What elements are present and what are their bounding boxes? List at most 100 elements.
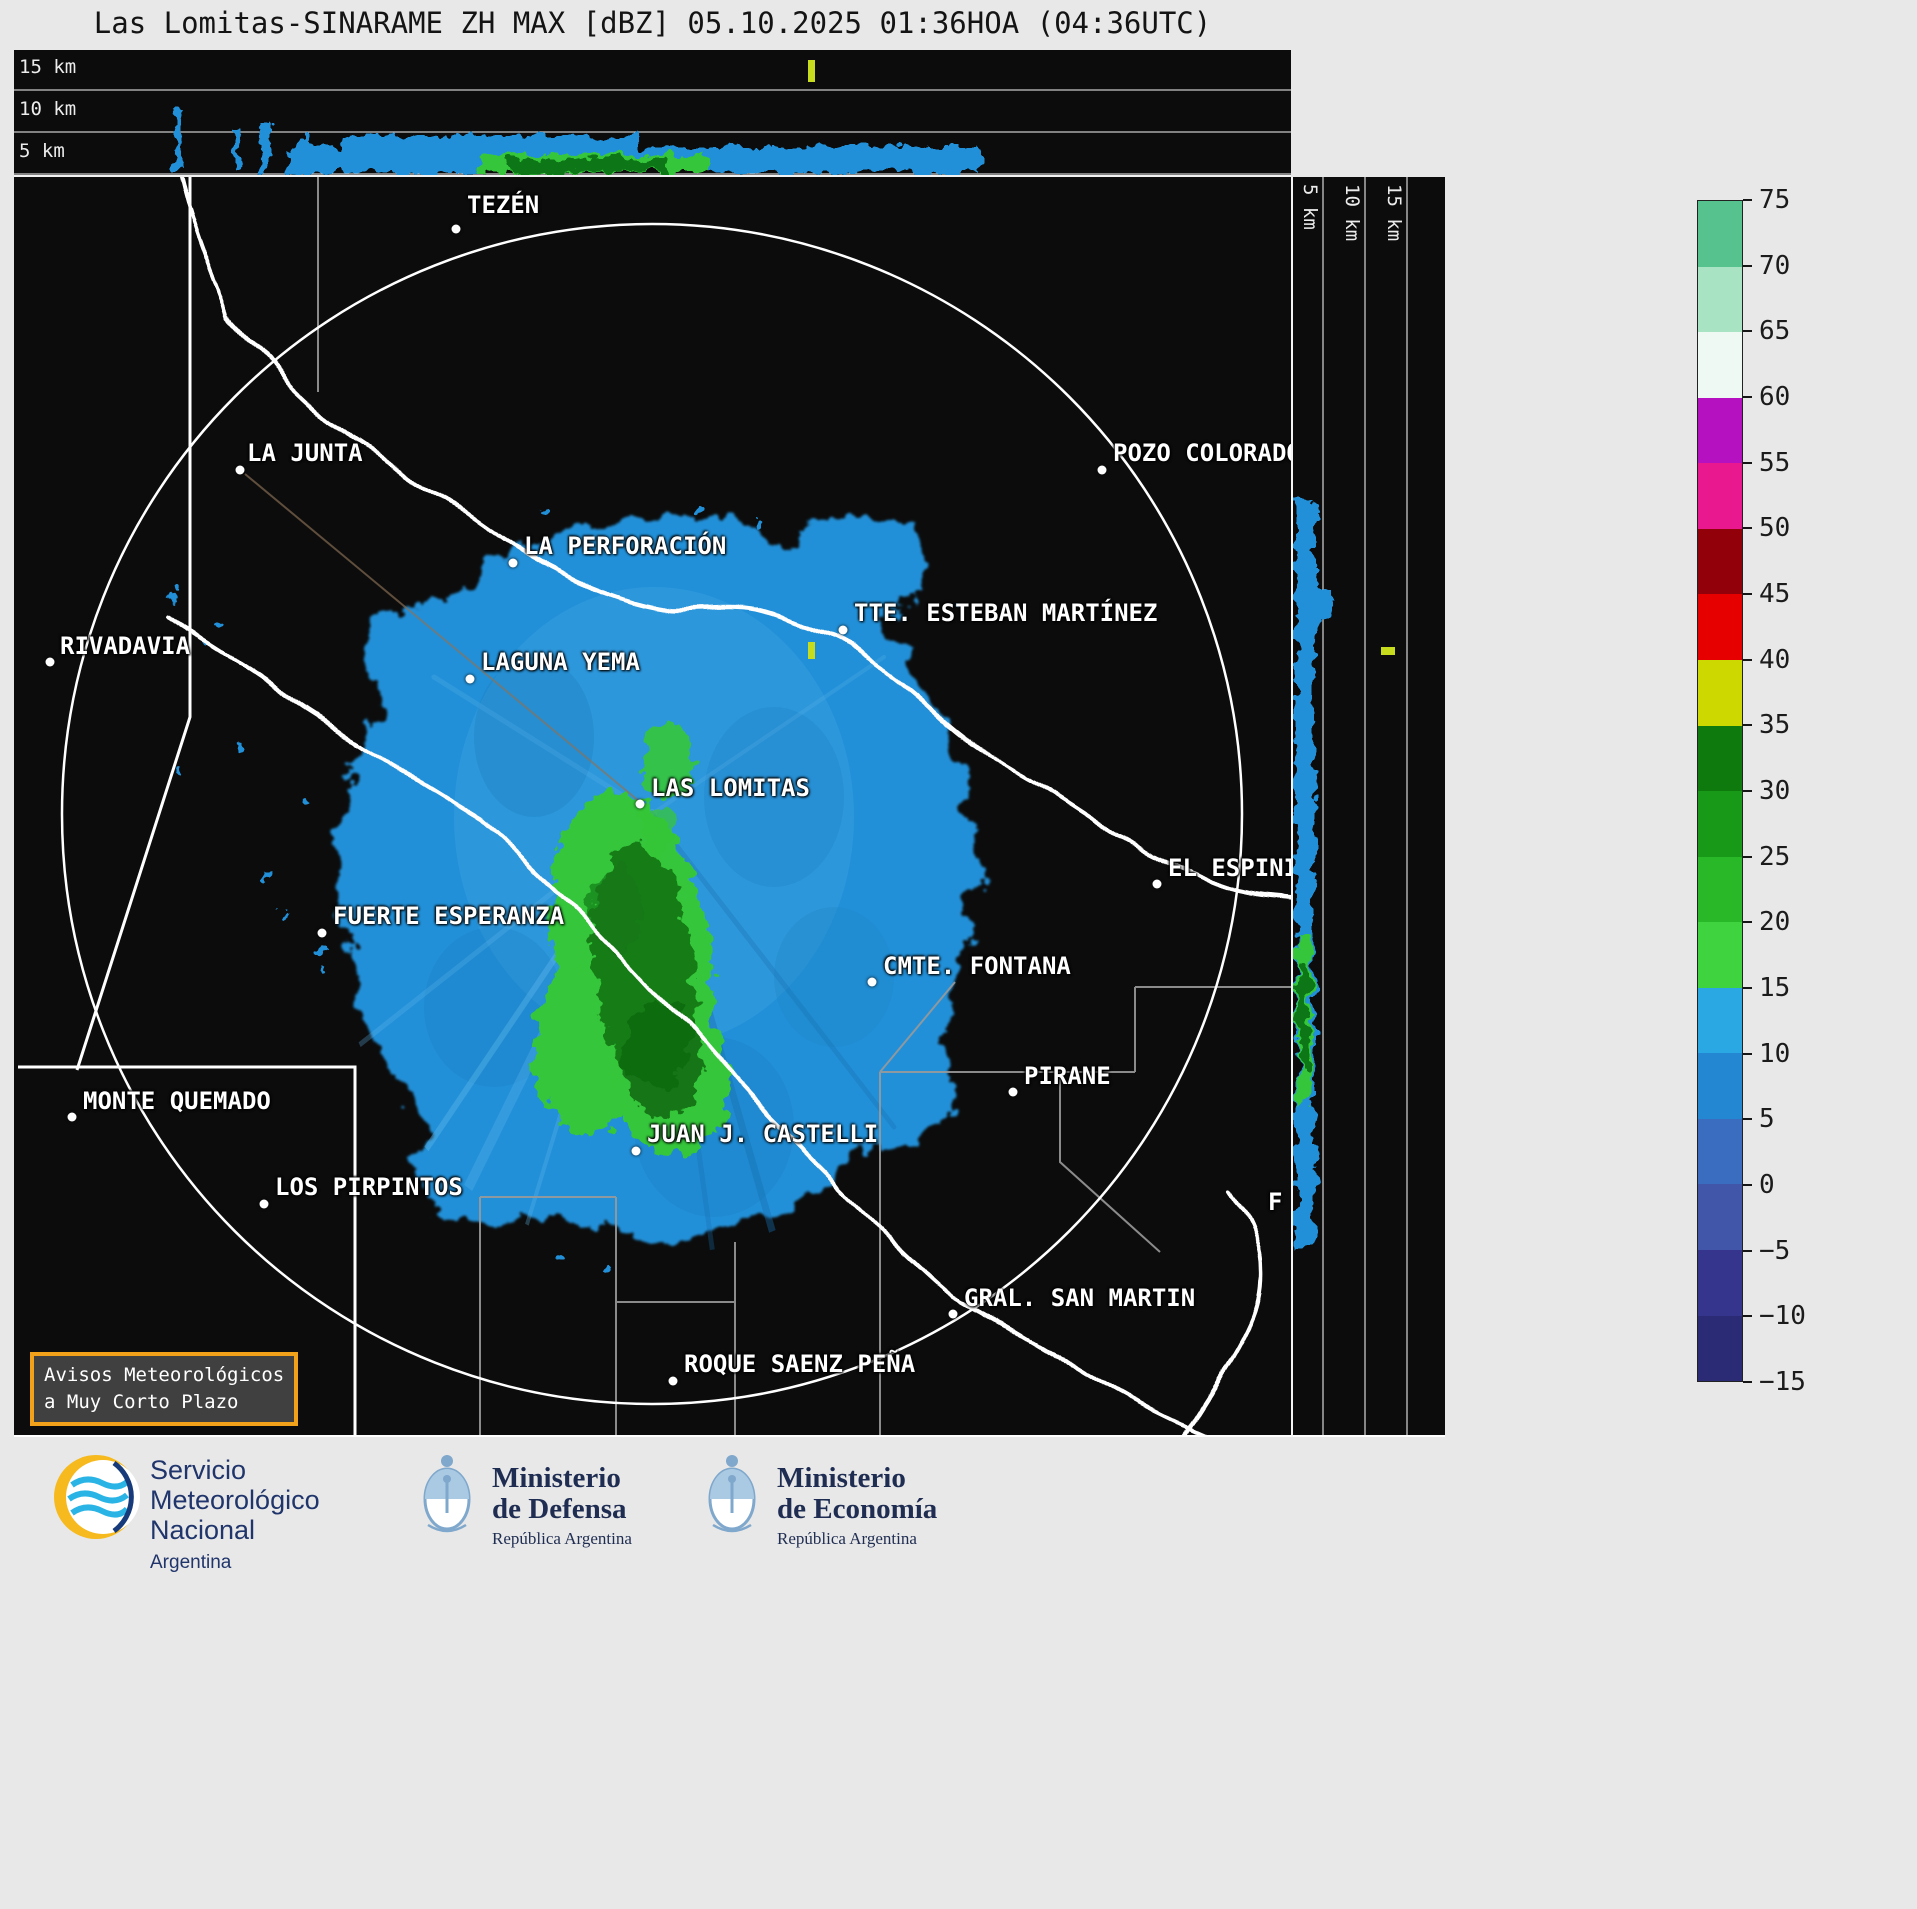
city-marker xyxy=(508,558,518,568)
echo-speckles xyxy=(170,506,959,1273)
colorbar-segment xyxy=(1698,594,1742,660)
colorbar-tick-label: −10 xyxy=(1759,1301,1806,1332)
city-marker xyxy=(67,1112,77,1122)
advisory-line1: Avisos Meteorológicos xyxy=(44,1364,285,1386)
city-marker xyxy=(838,625,848,635)
altitude-label-5km: 5 km xyxy=(1299,184,1321,230)
colorbar-tick xyxy=(1743,461,1752,464)
smn-line1: Servicio xyxy=(150,1455,247,1485)
defensa-line1: Ministerio xyxy=(492,1462,621,1494)
city-label: RIVADAVIA xyxy=(60,632,191,660)
colorbar-tick-label: 60 xyxy=(1759,382,1791,412)
colorbar-tick-label: −5 xyxy=(1759,1235,1791,1266)
city-label: JUAN J. CASTELLI xyxy=(647,1120,879,1148)
city-marker xyxy=(631,1146,641,1156)
colorbar-tick xyxy=(1743,987,1752,989)
altitude-label-15km: 15 km xyxy=(1383,184,1405,242)
smn-line2: Meteorológico xyxy=(150,1485,320,1515)
ns-echo-profile xyxy=(1295,499,1333,1247)
radar-map xyxy=(18,177,1291,1435)
colorbar-segment xyxy=(1698,987,1742,1054)
city-label: F xyxy=(1268,1188,1283,1216)
colorbar-tick xyxy=(1743,1381,1752,1383)
colorbar-tick-label: 10 xyxy=(1759,1038,1791,1069)
colorbar-tick-label: 70 xyxy=(1759,250,1791,281)
right-cross-section-panel: 5 km 10 km 15 km xyxy=(1293,177,1445,1438)
top-cross-section-plot xyxy=(14,60,1291,175)
colorbar-tick xyxy=(1743,264,1752,267)
city-marker xyxy=(668,1376,678,1386)
colorbar-tick-label: 55 xyxy=(1759,447,1791,478)
city-label: GRAL. SAN MARTIN xyxy=(964,1284,1196,1312)
colorbar-segment xyxy=(1698,659,1742,726)
defensa-line2: de Defensa xyxy=(492,1493,627,1525)
smn-wordmark: Servicio Meteorológico Nacional Argentin… xyxy=(150,1455,320,1578)
advisory-box: Avisos Meteorológicos a Muy Corto Plazo xyxy=(30,1352,299,1426)
colorbar-segment xyxy=(1698,266,1742,333)
city-label: CMTE. FONTANA xyxy=(883,952,1071,980)
altitude-gridlines xyxy=(14,89,1291,175)
river-south xyxy=(162,615,1209,1435)
colorbar-tick-label: 50 xyxy=(1759,513,1791,544)
province-boundaries xyxy=(18,177,357,1435)
altitude-label-15km: 15 km xyxy=(19,56,77,78)
colorbar-tick xyxy=(1743,1052,1752,1055)
city-label: TEZÉN xyxy=(467,191,540,219)
city-label: LAS LOMITAS xyxy=(651,774,810,802)
city-marker xyxy=(867,977,877,987)
ns-high-echo-mark xyxy=(1381,647,1395,655)
colorbar-segment xyxy=(1698,725,1742,792)
colorbar-tick-label: 40 xyxy=(1759,644,1791,675)
colorbar-segment xyxy=(1698,1250,1742,1316)
colorbar-segment xyxy=(1698,1053,1742,1119)
smn-line3: Nacional xyxy=(150,1515,256,1545)
colorbar-tick xyxy=(1743,593,1752,595)
advisory-line2: a Muy Corto Plazo xyxy=(44,1391,239,1413)
product-title: Las Lomitas-SINARAME ZH MAX [dBZ] 05.10.… xyxy=(93,6,1212,40)
river-southeast xyxy=(1181,1190,1263,1435)
city-label: PIRANE xyxy=(1024,1062,1111,1090)
city-marker xyxy=(635,799,645,809)
colorbar-tick xyxy=(1743,1315,1752,1318)
colorbar-segment xyxy=(1698,856,1742,923)
city-marker xyxy=(451,224,461,234)
colorbar-segment xyxy=(1698,1315,1742,1382)
city-marker xyxy=(235,465,245,475)
colorbar-segment xyxy=(1698,397,1742,464)
colorbar-tick-label: 5 xyxy=(1759,1104,1775,1135)
colorbar-tick-label: −15 xyxy=(1759,1367,1806,1397)
smn-logo-icon xyxy=(54,1455,140,1539)
colorbar-segment xyxy=(1698,201,1742,267)
high-echo-mark xyxy=(808,642,815,659)
colorbar-tick-label: 65 xyxy=(1759,316,1791,347)
ew-high-echo-mark xyxy=(808,60,815,82)
city-marker xyxy=(45,657,55,667)
colorbar-tick xyxy=(1743,921,1752,924)
economia-wordmark: Ministerio de Economía República Argenti… xyxy=(777,1463,937,1549)
altitude-label-10km: 10 km xyxy=(19,98,77,120)
top-cross-section-panel: 15 km 10 km 5 km xyxy=(14,50,1291,177)
economia-line1: Ministerio xyxy=(777,1462,906,1494)
city-label: LAGUNA YEMA xyxy=(481,648,640,676)
smn-line4: Argentina xyxy=(150,1552,232,1573)
economia-coat-of-arms-icon xyxy=(708,1455,756,1533)
ew-echo-profile xyxy=(174,108,980,173)
echo-core-green xyxy=(534,722,730,1154)
colorbar-segment xyxy=(1698,528,1742,595)
colorbar-tick xyxy=(1743,199,1752,201)
city-label: EL ESPINILLO xyxy=(1168,854,1291,882)
river-north xyxy=(178,177,1291,902)
city-label: LOS PIRPINTOS xyxy=(275,1173,463,1201)
colorbar-tick xyxy=(1743,1184,1752,1186)
defensa-line3: República Argentina xyxy=(492,1529,632,1548)
colorbar-tick xyxy=(1743,330,1752,333)
city-label: LA JUNTA xyxy=(247,439,363,467)
city-marker xyxy=(259,1199,269,1209)
city-marker xyxy=(1152,879,1162,889)
altitude-label-10km: 10 km xyxy=(1341,184,1363,242)
economia-line3: República Argentina xyxy=(777,1529,917,1548)
city-label: LA PERFORACIÓN xyxy=(524,532,727,560)
colorbar-segment xyxy=(1698,922,1742,988)
altitude-label-5km: 5 km xyxy=(19,140,65,162)
